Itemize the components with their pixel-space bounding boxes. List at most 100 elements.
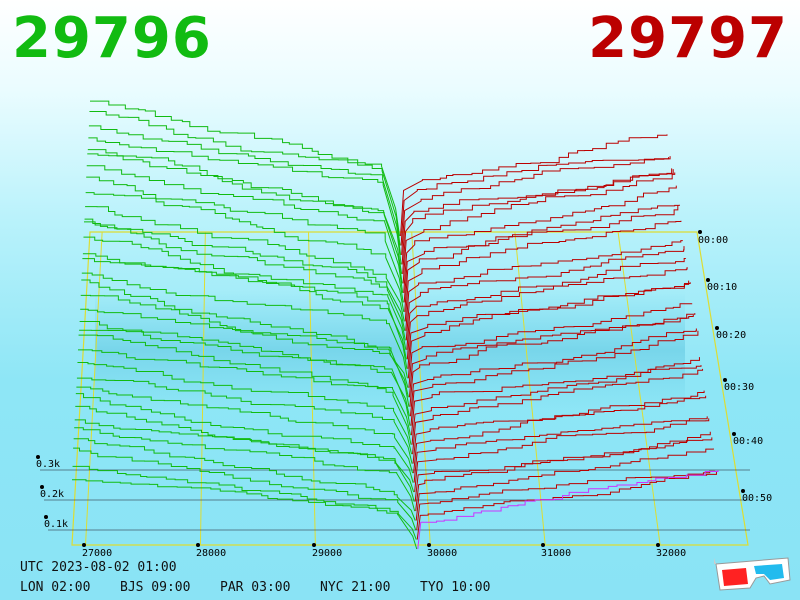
ask-depth-curve bbox=[416, 470, 716, 531]
floor-price-gridline bbox=[199, 231, 206, 546]
ask-depth-curve bbox=[414, 431, 711, 502]
x-tick-label: 27000 bbox=[82, 548, 112, 559]
bid-depth-curve bbox=[76, 377, 413, 464]
bid-depth-curve bbox=[88, 125, 402, 256]
tick-marker bbox=[723, 378, 727, 382]
tick-marker bbox=[715, 326, 719, 330]
bid-depth-curve bbox=[86, 176, 404, 303]
ask-depth-curve bbox=[411, 365, 702, 445]
x-axis-ticks: 27000 28000 29000 30000 31000 32000 bbox=[82, 548, 686, 559]
bid-depth-curve bbox=[78, 349, 412, 445]
city-time-lon: LON 02:00 bbox=[20, 580, 91, 595]
depth-tick-label: 0.1k bbox=[44, 519, 68, 530]
bid-depth-curve bbox=[89, 110, 401, 246]
x-tick-label: 31000 bbox=[541, 548, 571, 559]
tick-marker bbox=[40, 485, 44, 489]
ask-depth-curve bbox=[407, 282, 691, 379]
ask-depth-curve bbox=[409, 328, 697, 417]
bid-depth-curve bbox=[74, 419, 415, 502]
time-tick-label: 00:50 bbox=[742, 493, 772, 504]
x-tick-label: 30000 bbox=[427, 548, 457, 559]
tick-markers bbox=[36, 230, 745, 547]
bid-depth-curve bbox=[80, 308, 410, 407]
bid-depth-curve bbox=[78, 334, 411, 436]
tick-marker bbox=[427, 543, 431, 547]
bid-depth-curve bbox=[73, 438, 416, 521]
tick-marker bbox=[698, 230, 702, 234]
bid-depth-curve bbox=[72, 479, 418, 550]
city-time-nyc: NYC 21:00 bbox=[320, 580, 391, 595]
ask-depth-curve bbox=[414, 418, 710, 493]
bid-depth-curve bbox=[75, 393, 414, 483]
floor-price-gridline bbox=[617, 231, 661, 546]
bid-price: 29796 bbox=[12, 6, 212, 71]
bid-depth-curve bbox=[76, 386, 414, 474]
bid-depth-curve bbox=[81, 272, 408, 379]
tick-marker bbox=[706, 278, 710, 282]
time-tick-label: 00:10 bbox=[707, 282, 737, 293]
bid-depth-curve bbox=[85, 192, 405, 312]
bid-depth-curve bbox=[75, 405, 415, 493]
x-tick-label: 29000 bbox=[312, 548, 342, 559]
bid-depth-curve bbox=[85, 206, 405, 322]
tick-marker bbox=[312, 543, 316, 547]
utc-time: UTC 2023-08-02 01:00 bbox=[20, 560, 177, 575]
ask-depth-curve bbox=[400, 134, 668, 237]
tick-marker bbox=[741, 489, 745, 493]
tick-marker bbox=[196, 543, 200, 547]
ask-depth-curve bbox=[403, 185, 677, 293]
bid-depth-curve bbox=[77, 361, 413, 455]
bid-depth-curve bbox=[83, 236, 407, 350]
ask-depth-curve bbox=[404, 220, 682, 322]
ask-price: 29797 bbox=[588, 6, 788, 71]
bid-depth-curve bbox=[84, 221, 406, 341]
tick-marker bbox=[732, 432, 736, 436]
ask-depth-curve bbox=[410, 330, 699, 426]
ask-depth-curve bbox=[401, 156, 671, 256]
ask-depth-curve bbox=[407, 280, 690, 369]
bid-depth-curve bbox=[87, 149, 403, 275]
depth-curves bbox=[72, 100, 719, 550]
ask-depth-curve bbox=[412, 368, 704, 455]
tick-marker bbox=[541, 543, 545, 547]
ask-depth-curve bbox=[405, 240, 683, 331]
ask-depth-curve bbox=[417, 470, 719, 550]
bid-depth-curve bbox=[82, 253, 407, 360]
time-tick-label: 00:30 bbox=[724, 382, 754, 393]
ask-depth-curve bbox=[402, 169, 674, 274]
bid-depth-curve bbox=[79, 329, 411, 426]
ask-depth-curve bbox=[400, 157, 670, 246]
tick-marker bbox=[82, 543, 86, 547]
ask-depth-curve bbox=[408, 314, 694, 398]
city-time-par: PAR 03:00 bbox=[220, 580, 291, 595]
ask-depth-curve bbox=[412, 390, 705, 464]
tick-marker bbox=[656, 543, 660, 547]
tick-marker bbox=[44, 515, 48, 519]
floor-outline bbox=[71, 231, 749, 546]
time-tick-label: 00:20 bbox=[716, 330, 746, 341]
time-axis-ticks: 00:00 00:10 00:20 00:30 00:40 00:50 bbox=[698, 235, 772, 504]
bid-depth-curve bbox=[84, 218, 406, 331]
x-tick-label: 32000 bbox=[656, 548, 686, 559]
ask-depth-curve bbox=[406, 267, 688, 360]
ask-depth-curve bbox=[416, 471, 717, 540]
ask-depth-curve bbox=[402, 172, 676, 284]
ask-depth-curve bbox=[404, 204, 680, 312]
3d-glasses-icon[interactable] bbox=[712, 554, 792, 594]
bid-depth-curve bbox=[72, 465, 417, 540]
ask-depth-curve bbox=[408, 303, 693, 388]
depth-axis-ticks: 0.1k 0.2k 0.3k bbox=[36, 459, 68, 530]
ask-depth-curve bbox=[403, 205, 679, 303]
ask-depth-curve bbox=[413, 395, 707, 474]
city-time-tyo: TYO 10:00 bbox=[420, 580, 491, 595]
bid-depth-curve bbox=[88, 137, 402, 265]
bid-depth-curve bbox=[87, 153, 403, 284]
depth-tick-label: 0.3k bbox=[36, 459, 60, 470]
bid-depth-curve bbox=[82, 258, 408, 369]
ask-depth-curve bbox=[409, 313, 696, 407]
ask-depth-curve bbox=[413, 416, 708, 483]
ask-depth-curve bbox=[415, 448, 714, 521]
bid-depth-curve bbox=[90, 100, 401, 237]
bid-depth-curve bbox=[80, 294, 409, 398]
bid-depth-curve bbox=[86, 165, 404, 293]
